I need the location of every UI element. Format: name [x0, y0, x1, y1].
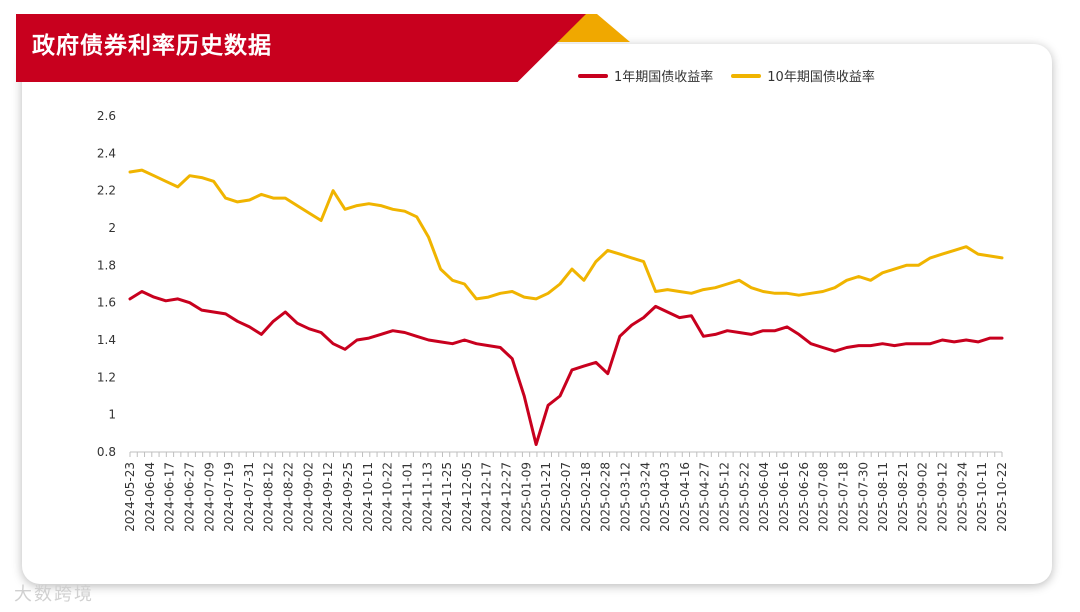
- x-tick-label: 2025-06-26: [797, 462, 811, 532]
- x-tick-label: 2025-02-07: [559, 462, 573, 532]
- x-tick-label: 2025-09-12: [936, 462, 950, 532]
- legend-swatch-1y: [578, 73, 608, 78]
- x-tick-label: 2025-02-18: [579, 462, 593, 532]
- x-tick-label: 2024-10-11: [361, 462, 375, 532]
- x-tick-label: 2025-02-28: [599, 462, 613, 532]
- x-tick-label: 2024-05-23: [123, 462, 137, 532]
- y-tick-label: 1.6: [97, 296, 116, 310]
- x-tick-label: 2024-08-12: [262, 462, 276, 532]
- series-line-1y: [128, 290, 1004, 446]
- x-tick-label: 2025-06-16: [777, 462, 791, 532]
- x-tick-label: 2025-04-03: [658, 462, 672, 532]
- x-tick-label: 2024-12-05: [460, 462, 474, 532]
- x-tick-label: 2024-10-22: [381, 462, 395, 532]
- x-tick-label: 2025-07-30: [856, 462, 870, 532]
- x-tick-label: 2025-09-24: [955, 462, 969, 532]
- x-tick-label: 2025-03-24: [638, 462, 652, 532]
- x-tick-label: 2024-06-04: [143, 462, 157, 532]
- x-tick-label: 2025-08-11: [876, 462, 890, 532]
- x-tick-label: 2024-09-12: [321, 462, 335, 532]
- x-tick-label: 2025-07-18: [836, 462, 850, 532]
- y-tick-label: 2.2: [97, 184, 116, 198]
- title-banner: [16, 14, 586, 82]
- y-tick-label: 2.4: [97, 146, 116, 160]
- x-tick-label: 2025-04-27: [698, 462, 712, 532]
- legend-item-1y: 1年期国债收益率: [578, 66, 713, 85]
- legend-swatch-10y: [731, 73, 762, 78]
- y-tick-label: 0.8: [97, 445, 116, 459]
- x-tick-label: 2025-01-21: [539, 462, 553, 532]
- x-tick-label: 2024-09-02: [301, 462, 315, 532]
- y-tick-label: 1.4: [97, 333, 116, 347]
- x-tick-label: 2025-10-22: [995, 462, 1009, 532]
- x-tick-label: 2024-12-27: [500, 462, 514, 532]
- x-tick-label: 2024-07-31: [242, 462, 256, 532]
- y-tick-label: 2: [108, 221, 116, 235]
- y-tick-label: 2.6: [97, 109, 116, 123]
- x-tick-label: 2025-03-12: [618, 462, 632, 532]
- x-tick-label: 2024-12-17: [480, 462, 494, 532]
- x-tick-label: 2025-05-22: [737, 462, 751, 532]
- y-tick-label: 1: [108, 408, 116, 422]
- y-tick-label: 1.2: [97, 370, 116, 384]
- x-tick-label: 2025-08-21: [896, 462, 910, 532]
- x-tick-label: 2024-06-17: [163, 462, 177, 532]
- legend-label-10y: 10年期国债收益率: [767, 70, 875, 85]
- x-tick-label: 2024-09-25: [341, 462, 355, 532]
- watermark-logo: 大数跨境: [14, 584, 94, 605]
- x-tick-label: 2025-05-12: [718, 462, 732, 532]
- x-tick-label: 2025-10-11: [975, 462, 989, 532]
- y-tick-label: 1.8: [97, 258, 116, 272]
- x-tick-label: 2024-08-22: [282, 462, 296, 532]
- x-tick-label: 2024-11-13: [420, 462, 434, 532]
- page-title: 政府债券利率历史数据: [32, 33, 272, 59]
- series-line-10y: [128, 168, 1004, 301]
- x-tick-label: 2024-11-01: [400, 462, 414, 532]
- x-tick-label: 2024-07-19: [222, 462, 236, 532]
- x-tick-label: 2025-04-16: [678, 462, 692, 532]
- chart-card: [22, 44, 1052, 584]
- x-tick-label: 2025-06-04: [757, 462, 771, 532]
- chart-legend: 1年期国债收益率 10年期国债收益率: [578, 66, 875, 85]
- x-tick-label: 2024-06-27: [182, 462, 196, 532]
- x-tick-label: 2025-09-02: [916, 462, 930, 532]
- x-tick-label: 2025-01-09: [519, 462, 533, 532]
- x-tick-label: 2025-07-08: [817, 462, 831, 532]
- x-tick-label: 2024-07-09: [202, 462, 216, 532]
- legend-item-10y: 10年期国债收益率: [731, 66, 875, 85]
- legend-label-1y: 1年期国债收益率: [614, 70, 714, 85]
- x-tick-label: 2024-11-25: [440, 462, 454, 532]
